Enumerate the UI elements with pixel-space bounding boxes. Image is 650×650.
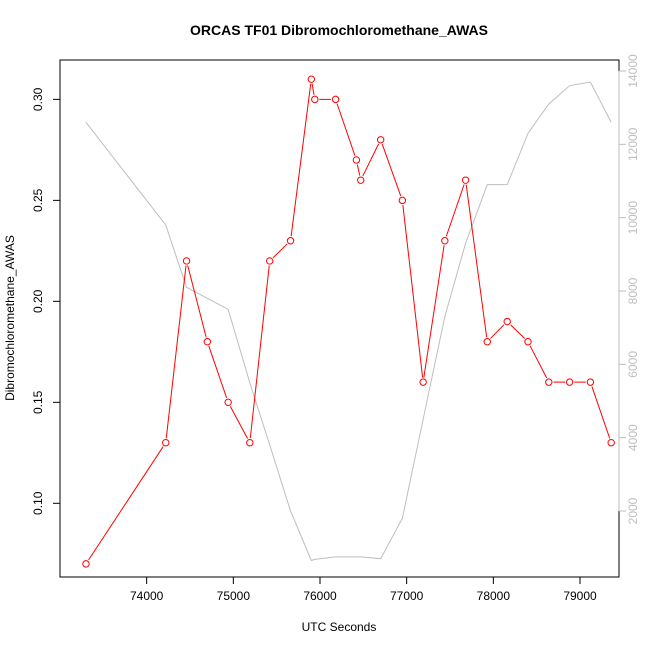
series-segment-left bbox=[311, 83, 315, 95]
series-segment-left bbox=[423, 245, 445, 378]
x-tick-label: 75000 bbox=[217, 589, 251, 603]
y2-axis: 2000 4000 6000 8000 10000 12000 14000 bbox=[618, 54, 640, 524]
series-segment-left bbox=[165, 265, 187, 439]
series-segment-left bbox=[290, 83, 312, 237]
series-segment-left bbox=[356, 164, 361, 176]
x-tick-label: 79000 bbox=[563, 589, 597, 603]
data-point bbox=[311, 95, 319, 104]
x-axis: 74000 75000 76000 77000 78000 79000 bbox=[130, 576, 597, 603]
x-tick-label: 76000 bbox=[303, 589, 337, 603]
series-segment-left bbox=[381, 143, 402, 197]
data-point bbox=[398, 196, 407, 205]
series-segment-left bbox=[187, 265, 207, 338]
data-point bbox=[607, 439, 615, 447]
series-segment-left bbox=[88, 446, 164, 561]
data-point bbox=[162, 439, 170, 447]
data-point bbox=[545, 378, 553, 386]
y2-tick-label: 12000 bbox=[626, 127, 640, 161]
series-segment-left bbox=[208, 345, 228, 399]
y-axis: 0.10 0.15 0.20 0.25 0.30 bbox=[31, 87, 61, 515]
y2-tick-label: 8000 bbox=[626, 277, 640, 304]
x-tick-label: 77000 bbox=[390, 589, 424, 603]
y-tick-label: 0.10 bbox=[31, 491, 45, 515]
series-segment-left bbox=[249, 265, 270, 439]
data-point bbox=[441, 237, 449, 245]
y-axis-label: Dibromochloromethane_AWAS bbox=[3, 235, 17, 401]
data-point bbox=[565, 378, 574, 386]
series-segment-left bbox=[229, 406, 249, 439]
data-point bbox=[352, 156, 361, 164]
data-point bbox=[286, 237, 295, 245]
data-point bbox=[483, 338, 491, 346]
data-point bbox=[182, 257, 191, 265]
y2-tick-label: 4000 bbox=[626, 424, 640, 451]
series-segment-left bbox=[402, 204, 424, 378]
data-point bbox=[82, 560, 90, 568]
y2-tick-label: 10000 bbox=[626, 201, 640, 235]
data-point bbox=[307, 75, 316, 83]
series-segment-left bbox=[362, 143, 380, 177]
series-segment-left bbox=[465, 184, 488, 338]
data-point bbox=[376, 136, 385, 144]
x-tick-label: 78000 bbox=[477, 589, 511, 603]
data-point bbox=[461, 176, 470, 184]
left-series bbox=[82, 75, 615, 568]
data-point bbox=[203, 338, 212, 346]
series-line-right bbox=[85, 81, 612, 562]
data-point bbox=[331, 95, 340, 104]
series-segment-left bbox=[510, 324, 526, 339]
y-tick-label: 0.20 bbox=[31, 289, 45, 313]
plot-frame bbox=[59, 59, 620, 578]
x-tick-label: 74000 bbox=[130, 589, 164, 603]
chart-title: ORCAS TF01 Dibromochloromethane_AWAS bbox=[190, 22, 488, 38]
data-point bbox=[246, 439, 254, 447]
x-axis-label: UTC Seconds bbox=[302, 620, 377, 634]
y-tick-label: 0.25 bbox=[31, 188, 45, 212]
data-point bbox=[357, 176, 365, 184]
series-segment-left bbox=[445, 184, 465, 237]
series-segment-left bbox=[591, 386, 611, 439]
data-point bbox=[586, 378, 595, 386]
data-point bbox=[503, 317, 511, 326]
series-segment-left bbox=[529, 345, 548, 379]
data-point bbox=[419, 378, 427, 386]
y-tick-label: 0.15 bbox=[31, 390, 45, 414]
data-point bbox=[224, 398, 232, 407]
y2-tick-label: 6000 bbox=[626, 351, 640, 378]
series-segment-left bbox=[490, 324, 505, 339]
data-point bbox=[524, 338, 532, 346]
data-point bbox=[266, 257, 274, 265]
y2-tick-label: 2000 bbox=[626, 497, 640, 524]
series-segment-left bbox=[272, 243, 288, 259]
series-segment-left bbox=[336, 103, 356, 156]
y2-tick-label: 14000 bbox=[626, 54, 640, 88]
y-tick-label: 0.30 bbox=[31, 87, 45, 111]
right-series bbox=[85, 81, 612, 562]
